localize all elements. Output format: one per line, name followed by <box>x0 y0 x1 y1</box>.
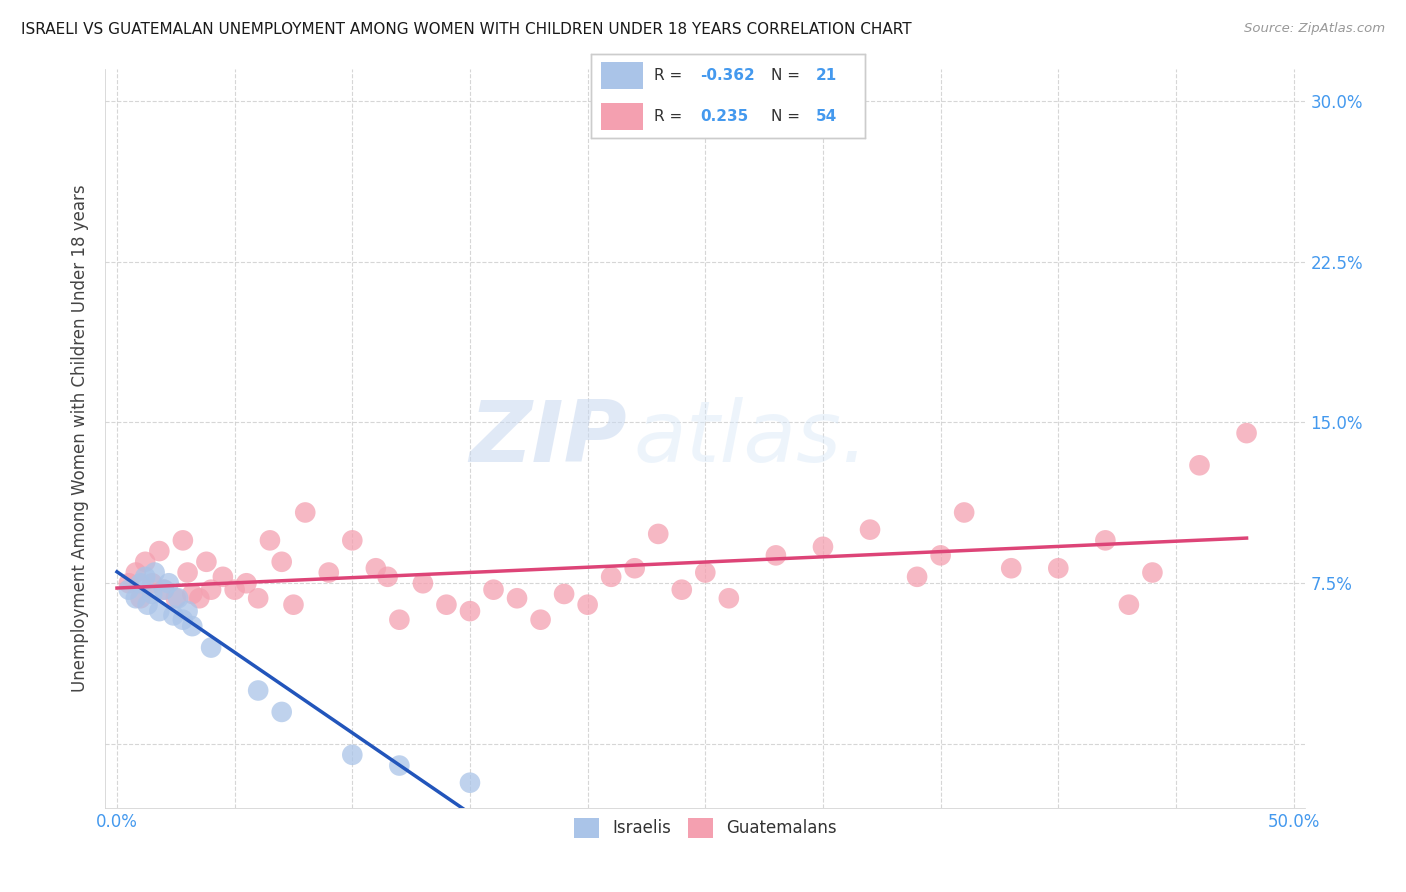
Text: ISRAELI VS GUATEMALAN UNEMPLOYMENT AMONG WOMEN WITH CHILDREN UNDER 18 YEARS CORR: ISRAELI VS GUATEMALAN UNEMPLOYMENT AMONG… <box>21 22 911 37</box>
Point <box>188 591 211 606</box>
Point <box>153 582 176 597</box>
Point <box>1000 561 1022 575</box>
Point <box>482 582 505 597</box>
Point <box>318 566 340 580</box>
Point <box>129 576 152 591</box>
Point <box>148 544 170 558</box>
Point <box>953 506 976 520</box>
Text: -0.362: -0.362 <box>700 68 755 83</box>
Point <box>671 582 693 597</box>
Point <box>141 576 163 591</box>
Point <box>143 566 166 580</box>
Point <box>412 576 434 591</box>
Text: Source: ZipAtlas.com: Source: ZipAtlas.com <box>1244 22 1385 36</box>
Point <box>717 591 740 606</box>
Point <box>811 540 834 554</box>
Point <box>905 570 928 584</box>
Point <box>141 587 163 601</box>
Point <box>458 604 481 618</box>
Text: N =: N = <box>772 68 800 83</box>
Point <box>647 527 669 541</box>
Point <box>765 549 787 563</box>
Point <box>172 613 194 627</box>
Point <box>200 640 222 655</box>
Point <box>118 576 141 591</box>
Text: 0.235: 0.235 <box>700 109 748 124</box>
Point <box>270 705 292 719</box>
Point <box>623 561 645 575</box>
Text: 54: 54 <box>815 109 837 124</box>
Point <box>283 598 305 612</box>
Point <box>342 533 364 548</box>
Point <box>181 587 204 601</box>
Point <box>176 566 198 580</box>
Point <box>458 775 481 789</box>
Point <box>200 582 222 597</box>
Point <box>388 613 411 627</box>
Point <box>1047 561 1070 575</box>
Point <box>165 591 187 606</box>
Point <box>553 587 575 601</box>
Y-axis label: Unemployment Among Women with Children Under 18 years: Unemployment Among Women with Children U… <box>72 185 89 692</box>
Text: R =: R = <box>654 109 682 124</box>
Point <box>436 598 458 612</box>
Point <box>529 613 551 627</box>
Point <box>235 576 257 591</box>
Bar <box>602 103 643 130</box>
Point <box>224 582 246 597</box>
Point <box>125 566 148 580</box>
Point <box>1118 598 1140 612</box>
Point <box>1094 533 1116 548</box>
Legend: Israelis, Guatemalans: Israelis, Guatemalans <box>567 811 844 845</box>
Point <box>181 619 204 633</box>
Point <box>695 566 717 580</box>
Point <box>506 591 529 606</box>
Point <box>859 523 882 537</box>
Point <box>157 576 180 591</box>
Bar <box>602 62 643 89</box>
Point <box>134 570 156 584</box>
Point <box>118 582 141 597</box>
Point <box>1188 458 1211 473</box>
Point <box>576 598 599 612</box>
Point <box>148 604 170 618</box>
Text: N =: N = <box>772 109 800 124</box>
Point <box>129 591 152 606</box>
Point <box>195 555 218 569</box>
Point <box>162 608 184 623</box>
Point <box>364 561 387 575</box>
Point <box>212 570 235 584</box>
Point <box>247 591 270 606</box>
Point <box>600 570 623 584</box>
Point <box>125 591 148 606</box>
Point <box>1236 426 1258 441</box>
Point <box>294 506 316 520</box>
Point <box>167 591 190 606</box>
Point <box>259 533 281 548</box>
Point <box>136 598 159 612</box>
Point <box>153 582 176 597</box>
Text: 21: 21 <box>815 68 837 83</box>
Point <box>176 604 198 618</box>
Text: atlas.: atlas. <box>633 397 869 480</box>
Point <box>270 555 292 569</box>
Text: ZIP: ZIP <box>470 397 627 480</box>
Point <box>1142 566 1164 580</box>
Point <box>377 570 399 584</box>
Point <box>929 549 952 563</box>
Text: R =: R = <box>654 68 682 83</box>
Point <box>342 747 364 762</box>
Point <box>134 555 156 569</box>
Point <box>388 758 411 772</box>
Point <box>247 683 270 698</box>
Point <box>172 533 194 548</box>
